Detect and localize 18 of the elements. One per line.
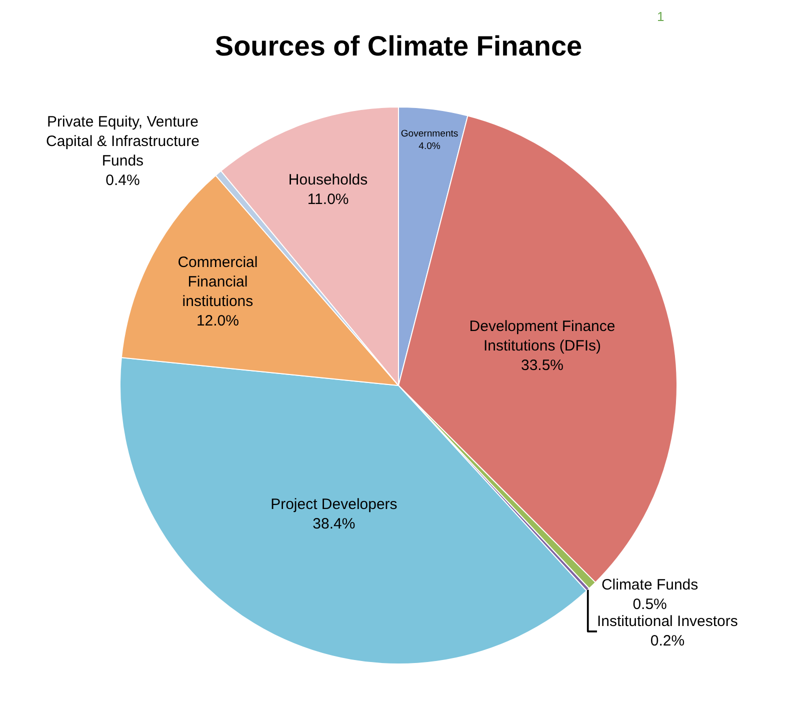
slice-label: Private Equity, Venture Capital & Infrastructure Funds: [46, 113, 200, 170]
data-label: 11.0%: [307, 191, 349, 208]
chart-title: Sources of Climate Finance: [214, 30, 582, 62]
slice-label: Development Finance Institutions (DFIs): [469, 318, 616, 355]
slice-label: Institutional Investors: [596, 613, 738, 630]
data-label: 0.2%: [650, 632, 685, 650]
slice-label: Project Developers: [270, 496, 398, 513]
data-label: 4.0%: [418, 141, 441, 152]
slice-label: Governments: [400, 128, 458, 140]
data-label: 38.4%: [312, 515, 356, 532]
data-label: 33.5%: [520, 357, 564, 374]
data-label: 12.0%: [196, 312, 239, 330]
data-label: 0.4%: [106, 172, 140, 189]
slice-label: Households: [288, 172, 368, 189]
data-label: 0.5%: [632, 596, 667, 614]
slice-label: Commercial Financial institutions: [178, 254, 258, 310]
slice-label: Climate Funds: [601, 576, 698, 594]
text: 1: [657, 9, 664, 24]
